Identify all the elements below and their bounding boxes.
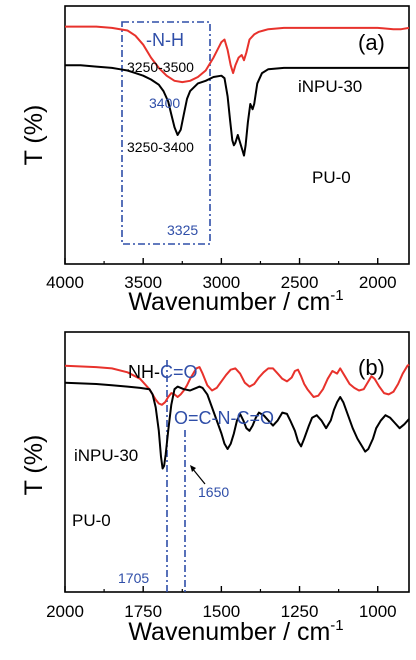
x-tick-label-a-2000: 2000 — [359, 273, 397, 292]
x-tick-label-a-3000: 3000 — [202, 273, 240, 292]
black-range-label: 3250-3400 — [127, 139, 194, 155]
x-ticks-b: 2000 1750 1500 1250 1000 — [46, 586, 397, 621]
y-axis-label-b: T (%) — [20, 435, 48, 496]
plot-frame-a — [64, 5, 410, 265]
panel-a: 4000 3500 3000 2500 2000 (a) -N-H 3250-3500 … — [20, 5, 410, 316]
x-tick-label-b-1250: 1250 — [281, 602, 319, 621]
x-axis-label-b: Wavenumber / cm-1 — [128, 617, 343, 646]
x-tick-label-b-1500: 1500 — [202, 602, 240, 621]
nh-co-label: NH-C=O — [128, 362, 198, 382]
series-label-pu0-a: PU-0 — [312, 168, 351, 187]
y-axis-label-a: T (%) — [20, 105, 48, 166]
x-axis-label-b-sup: -1 — [330, 617, 343, 634]
imide-label: O=C-N-C=O — [174, 408, 274, 428]
nh-region-box — [121, 21, 211, 245]
panel-b: 2000 1750 1500 1250 1000 (b) NH-C=O O=C-N-C=… — [20, 331, 410, 646]
series-line-a-inpu-30 — [65, 25, 410, 84]
peak-1650-label: 1650 — [198, 484, 229, 500]
series-lines-b — [64, 363, 410, 470]
series-label-inpu30-a: iNPU-30 — [298, 77, 362, 96]
x-tick-label-b-2000: 2000 — [46, 602, 84, 621]
x-ticks-a: 4000 3500 3000 2500 2000 — [46, 258, 397, 292]
red-range-label: 3250-3500 — [127, 59, 194, 75]
peak-1705-label: 1705 — [118, 570, 149, 586]
plot-frame-b — [64, 331, 410, 593]
series-line-b-pu-0 — [64, 381, 410, 470]
red-peak-label: 3400 — [149, 95, 180, 111]
x-axis-label-b-text: Wavenumber / cm — [128, 618, 330, 646]
x-tick-label-a-4000: 4000 — [46, 273, 84, 292]
nh-co-label-co: C=O — [160, 362, 198, 382]
x-tick-label-b-1750: 1750 — [124, 602, 162, 621]
series-lines-a — [65, 25, 410, 157]
nh-co-label-nh: NH- — [128, 362, 160, 382]
x-axis-label-a-sup: -1 — [330, 287, 343, 304]
arrow-1650 — [191, 467, 206, 485]
panel-label-b: (b) — [358, 355, 385, 380]
series-label-inpu30-b: iNPU-30 — [74, 446, 138, 465]
x-tick-label-a-3500: 3500 — [124, 273, 162, 292]
x-axis-label-a: Wavenumber / cm-1 — [128, 287, 343, 316]
arrow-1650-head — [190, 465, 196, 472]
x-axis-label-a-text: Wavenumber / cm — [128, 288, 330, 316]
x-tick-label-b-1000: 1000 — [359, 602, 397, 621]
series-line-a-pu-0 — [65, 64, 409, 157]
x-tick-label-a-2500: 2500 — [281, 273, 319, 292]
series-label-pu0-b: PU-0 — [72, 511, 111, 530]
black-peak-label: 3325 — [167, 222, 198, 238]
nh-group-label: -N-H — [146, 30, 184, 50]
panel-label-a: (a) — [358, 30, 385, 55]
